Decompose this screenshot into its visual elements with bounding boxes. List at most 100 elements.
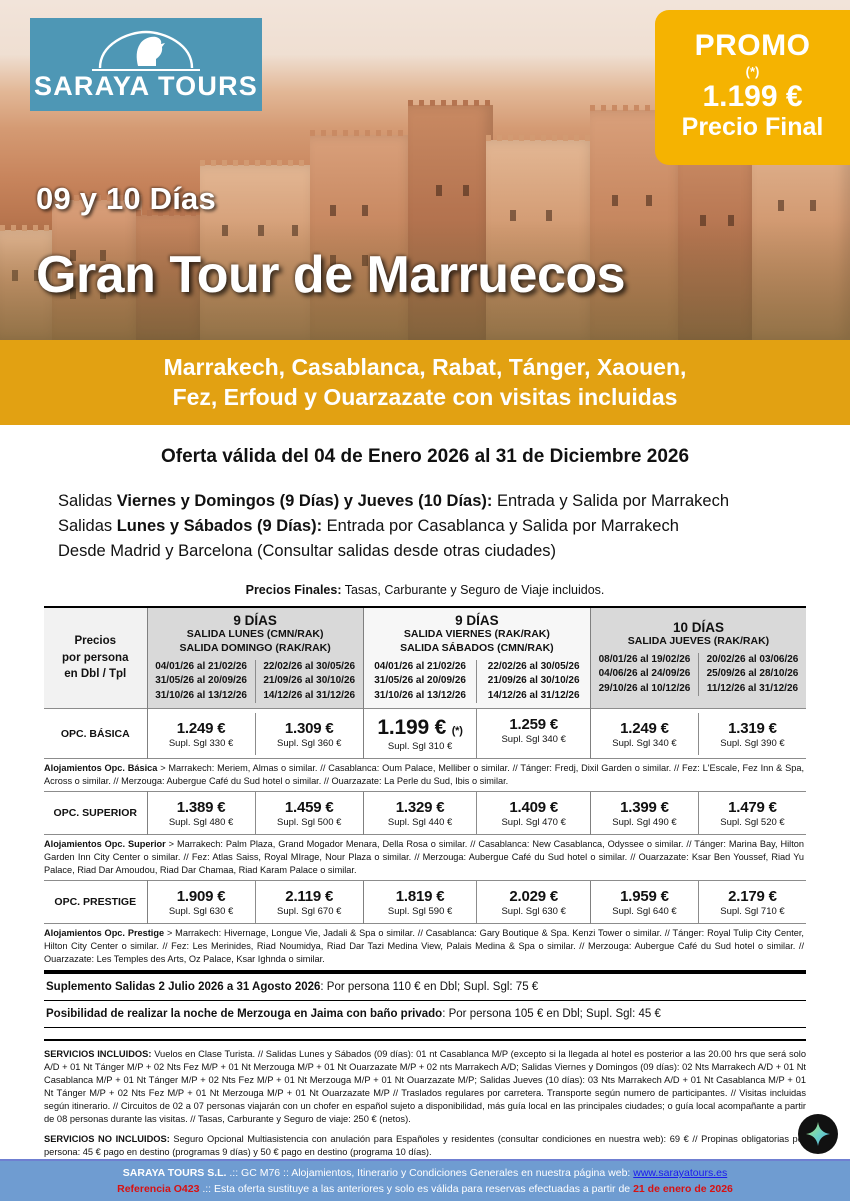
table-group-header-9dias-lunes: 9 DÍAS SALIDA LUNES (CMN/RAK) SALIDA DOM… xyxy=(147,607,364,709)
price-value: 2.179 € xyxy=(728,888,777,906)
price-value: 1.909 € xyxy=(176,888,226,906)
date-column: 22/02/26 al 30/05/26 21/09/26 al 30/10/2… xyxy=(254,659,363,704)
price-cell: 1.459 € Supl. Sgl 500 € xyxy=(254,792,363,835)
price-group: 1.249 € Supl. Sgl 330 € 1.309 € Supl. Sg… xyxy=(147,708,364,759)
reference-code: Referencia O423 xyxy=(117,1182,200,1195)
date-column: 22/02/26 al 30/05/26 21/09/26 al 30/10/2… xyxy=(476,659,590,704)
table-row-superior: OPC. SUPERIOR 1.389 € Supl. Sgl 480 € 1.… xyxy=(44,791,806,835)
price-value: 2.029 € xyxy=(509,888,558,906)
price-value: 1.319 € xyxy=(728,719,777,737)
price-value: 1.399 € xyxy=(620,799,669,817)
lodging-row-basica: Alojamientos Opc. Básica > Marrakech: Me… xyxy=(44,758,806,792)
destinations-line-1: Marrakech, Casablanca, Rabat, Tánger, Xa… xyxy=(163,354,687,381)
price-cell: 1.959 € Supl. Sgl 640 € xyxy=(591,881,698,923)
price-cell: 1.389 € Supl. Sgl 480 € xyxy=(148,792,255,834)
price-asterisk: (*) xyxy=(451,725,463,738)
price-cell: 2.119 € Supl. Sgl 670 € xyxy=(254,881,363,924)
price-cell: 1.819 € Supl. Sgl 590 € xyxy=(364,881,477,923)
price-group: 1.819 € Supl. Sgl 590 € 2.029 € Supl. Sg… xyxy=(362,880,591,924)
date-column: 08/01/26 al 19/02/26 04/06/26 al 24/09/2… xyxy=(598,653,691,694)
footer-line-2: Referencia O423 .:: Esta oferta sustituy… xyxy=(117,1182,733,1195)
price-group: 1.389 € Supl. Sgl 480 € 1.459 € Supl. Sg… xyxy=(147,791,364,835)
destinations-line-2: Fez, Erfoud y Ouarzazate con visitas inc… xyxy=(172,383,678,410)
destinations-band: Marrakech, Casablanca, Rabat, Tánger, Xa… xyxy=(0,340,850,425)
price-supplement: Supl. Sgl 440 € xyxy=(387,817,453,829)
price-supplement: Supl. Sgl 310 € xyxy=(387,741,453,753)
hero-gradient-overlay xyxy=(0,220,850,340)
table-row-basica: OPC. BÁSICA 1.249 € Supl. Sgl 330 € 1.30… xyxy=(44,708,806,759)
supplement-line-summer: Suplemento Salidas 2 Julio 2026 a 31 Ago… xyxy=(44,971,806,1001)
lodging-text: Alojamientos Opc. Básica > Marrakech: Me… xyxy=(44,758,806,792)
price-cell: 1.249 € Supl. Sgl 340 € xyxy=(591,713,698,755)
table-header-row: Precios por persona en Dbl / Tpl 9 DÍAS … xyxy=(44,607,806,709)
price-supplement: Supl. Sgl 390 € xyxy=(720,737,785,749)
price-value: 1.259 € xyxy=(509,716,558,734)
price-supplement: Supl. Sgl 340 € xyxy=(612,737,677,749)
table-group-header-10dias-jueves: 10 DÍAS SALIDA JUEVES (RAK/RAK) 08/01/26… xyxy=(589,607,806,709)
hero-days: 09 y 10 Días xyxy=(36,181,216,216)
price-cell: 1.309 € Supl. Sgl 360 € xyxy=(254,712,363,755)
price-value: 1.959 € xyxy=(620,888,669,906)
services-not-included: SERVICIOS NO INCLUIDOS: Seguro Opcional … xyxy=(44,1133,806,1157)
promo-final-label: Precio Final xyxy=(681,113,824,141)
price-value: 2.119 € xyxy=(285,888,334,906)
lodging-row-prestige: Alojamientos Opc. Prestige > Marrakech: … xyxy=(44,923,806,971)
price-cell: 1.259 € Supl. Sgl 340 € xyxy=(476,709,590,759)
price-supplement: Supl. Sgl 590 € xyxy=(387,906,453,918)
price-group: 1.909 € Supl. Sgl 630 € 2.119 € Supl. Sg… xyxy=(147,880,364,924)
price-value: 1.409 € xyxy=(509,799,558,817)
price-value: 1.249 € xyxy=(620,719,669,737)
price-cell: 1.909 € Supl. Sgl 630 € xyxy=(148,881,255,923)
price-supplement: Supl. Sgl 630 € xyxy=(168,906,234,918)
price-value: 1.389 € xyxy=(176,799,226,817)
four-point-star-icon xyxy=(806,1122,830,1146)
departures-block: Salidas Viernes y Domingos (9 Días) y Ju… xyxy=(58,489,850,564)
price-table: Precios por persona en Dbl / Tpl 9 DÍAS … xyxy=(44,606,806,972)
lodging-text: Alojamientos Opc. Prestige > Marrakech: … xyxy=(44,923,806,971)
sparkle-badge-icon[interactable] xyxy=(798,1114,838,1154)
promo-title: PROMO xyxy=(694,28,811,62)
supplement-line-jaima: Posibilidad de realizar la noche de Merz… xyxy=(44,1001,806,1028)
price-supplement: Supl. Sgl 670 € xyxy=(276,906,342,918)
departure-line: Desde Madrid y Barcelona (Consultar sali… xyxy=(58,542,557,561)
price-cell: 1.479 € Supl. Sgl 520 € xyxy=(697,792,806,835)
lodging-text: Alojamientos Opc. Superior > Marrakech: … xyxy=(44,834,806,881)
price-supplement: Supl. Sgl 360 € xyxy=(276,737,342,749)
price-supplement: Supl. Sgl 630 € xyxy=(501,906,566,918)
price-supplement: Supl. Sgl 480 € xyxy=(168,817,234,829)
company-name: SARAYA TOURS xyxy=(34,70,258,101)
price-cell-highlight: 1.199 € (*) Supl. Sgl 310 € xyxy=(364,709,477,758)
price-value: 1.249 € xyxy=(176,719,226,737)
price-supplement: Supl. Sgl 710 € xyxy=(720,906,785,918)
price-supplement: Supl. Sgl 470 € xyxy=(501,817,566,829)
price-supplement: Supl. Sgl 640 € xyxy=(612,906,677,918)
price-cell: 1.409 € Supl. Sgl 470 € xyxy=(476,792,590,835)
departure-line: Salidas Viernes y Domingos (9 Días) y Ju… xyxy=(58,492,730,510)
promo-badge: PROMO (*) 1.199 € Precio Final xyxy=(655,10,850,165)
price-value: 1.479 € xyxy=(728,799,777,817)
table-group-header-9dias-viernes: 9 DÍAS SALIDA VIERNES (RAK/RAK) SALIDA S… xyxy=(362,607,591,709)
hero-image: SARAYA TOURS PROMO (*) 1.199 € Precio Fi… xyxy=(0,0,850,340)
website-link[interactable]: www.sarayatours.es xyxy=(633,1167,728,1179)
footer-line-1: SARAYA TOURS S.L. .:: GC M76 :: Alojamie… xyxy=(122,1167,728,1179)
price-supplement: Supl. Sgl 330 € xyxy=(168,737,234,749)
final-prices-note: Precios Finales: Tasas, Carburante y Seg… xyxy=(245,583,605,598)
date-column: 04/01/26 al 21/02/26 31/05/26 al 20/09/2… xyxy=(155,660,247,701)
price-value: 1.329 € xyxy=(395,799,445,817)
price-value: 1.459 € xyxy=(284,799,334,817)
price-cell: 1.249 € Supl. Sgl 330 € xyxy=(148,713,255,755)
date-column: 20/02/26 al 03/06/26 25/09/26 al 28/10/2… xyxy=(697,652,806,697)
promo-price: 1.199 € xyxy=(702,80,803,113)
price-cell: 1.319 € Supl. Sgl 390 € xyxy=(697,712,806,755)
price-group: 1.959 € Supl. Sgl 640 € 2.179 € Supl. Sg… xyxy=(589,880,806,924)
camel-arch-logo-icon xyxy=(92,30,200,71)
price-group: 1.329 € Supl. Sgl 440 € 1.409 € Supl. Sg… xyxy=(362,791,591,835)
table-corner-header: Precios por persona en Dbl / Tpl xyxy=(44,607,148,709)
date-column: 04/01/26 al 21/02/26 31/05/26 al 20/09/2… xyxy=(374,660,466,701)
valid-from-date: 21 de enero de 2026 xyxy=(633,1182,733,1195)
price-supplement: Supl. Sgl 520 € xyxy=(720,817,785,829)
option-name: OPC. PRESTIGE xyxy=(44,880,148,924)
company-logo[interactable]: SARAYA TOURS xyxy=(30,18,262,111)
promo-asterisk: (*) xyxy=(745,64,760,79)
page-title: Gran Tour de Marruecos xyxy=(36,246,626,304)
